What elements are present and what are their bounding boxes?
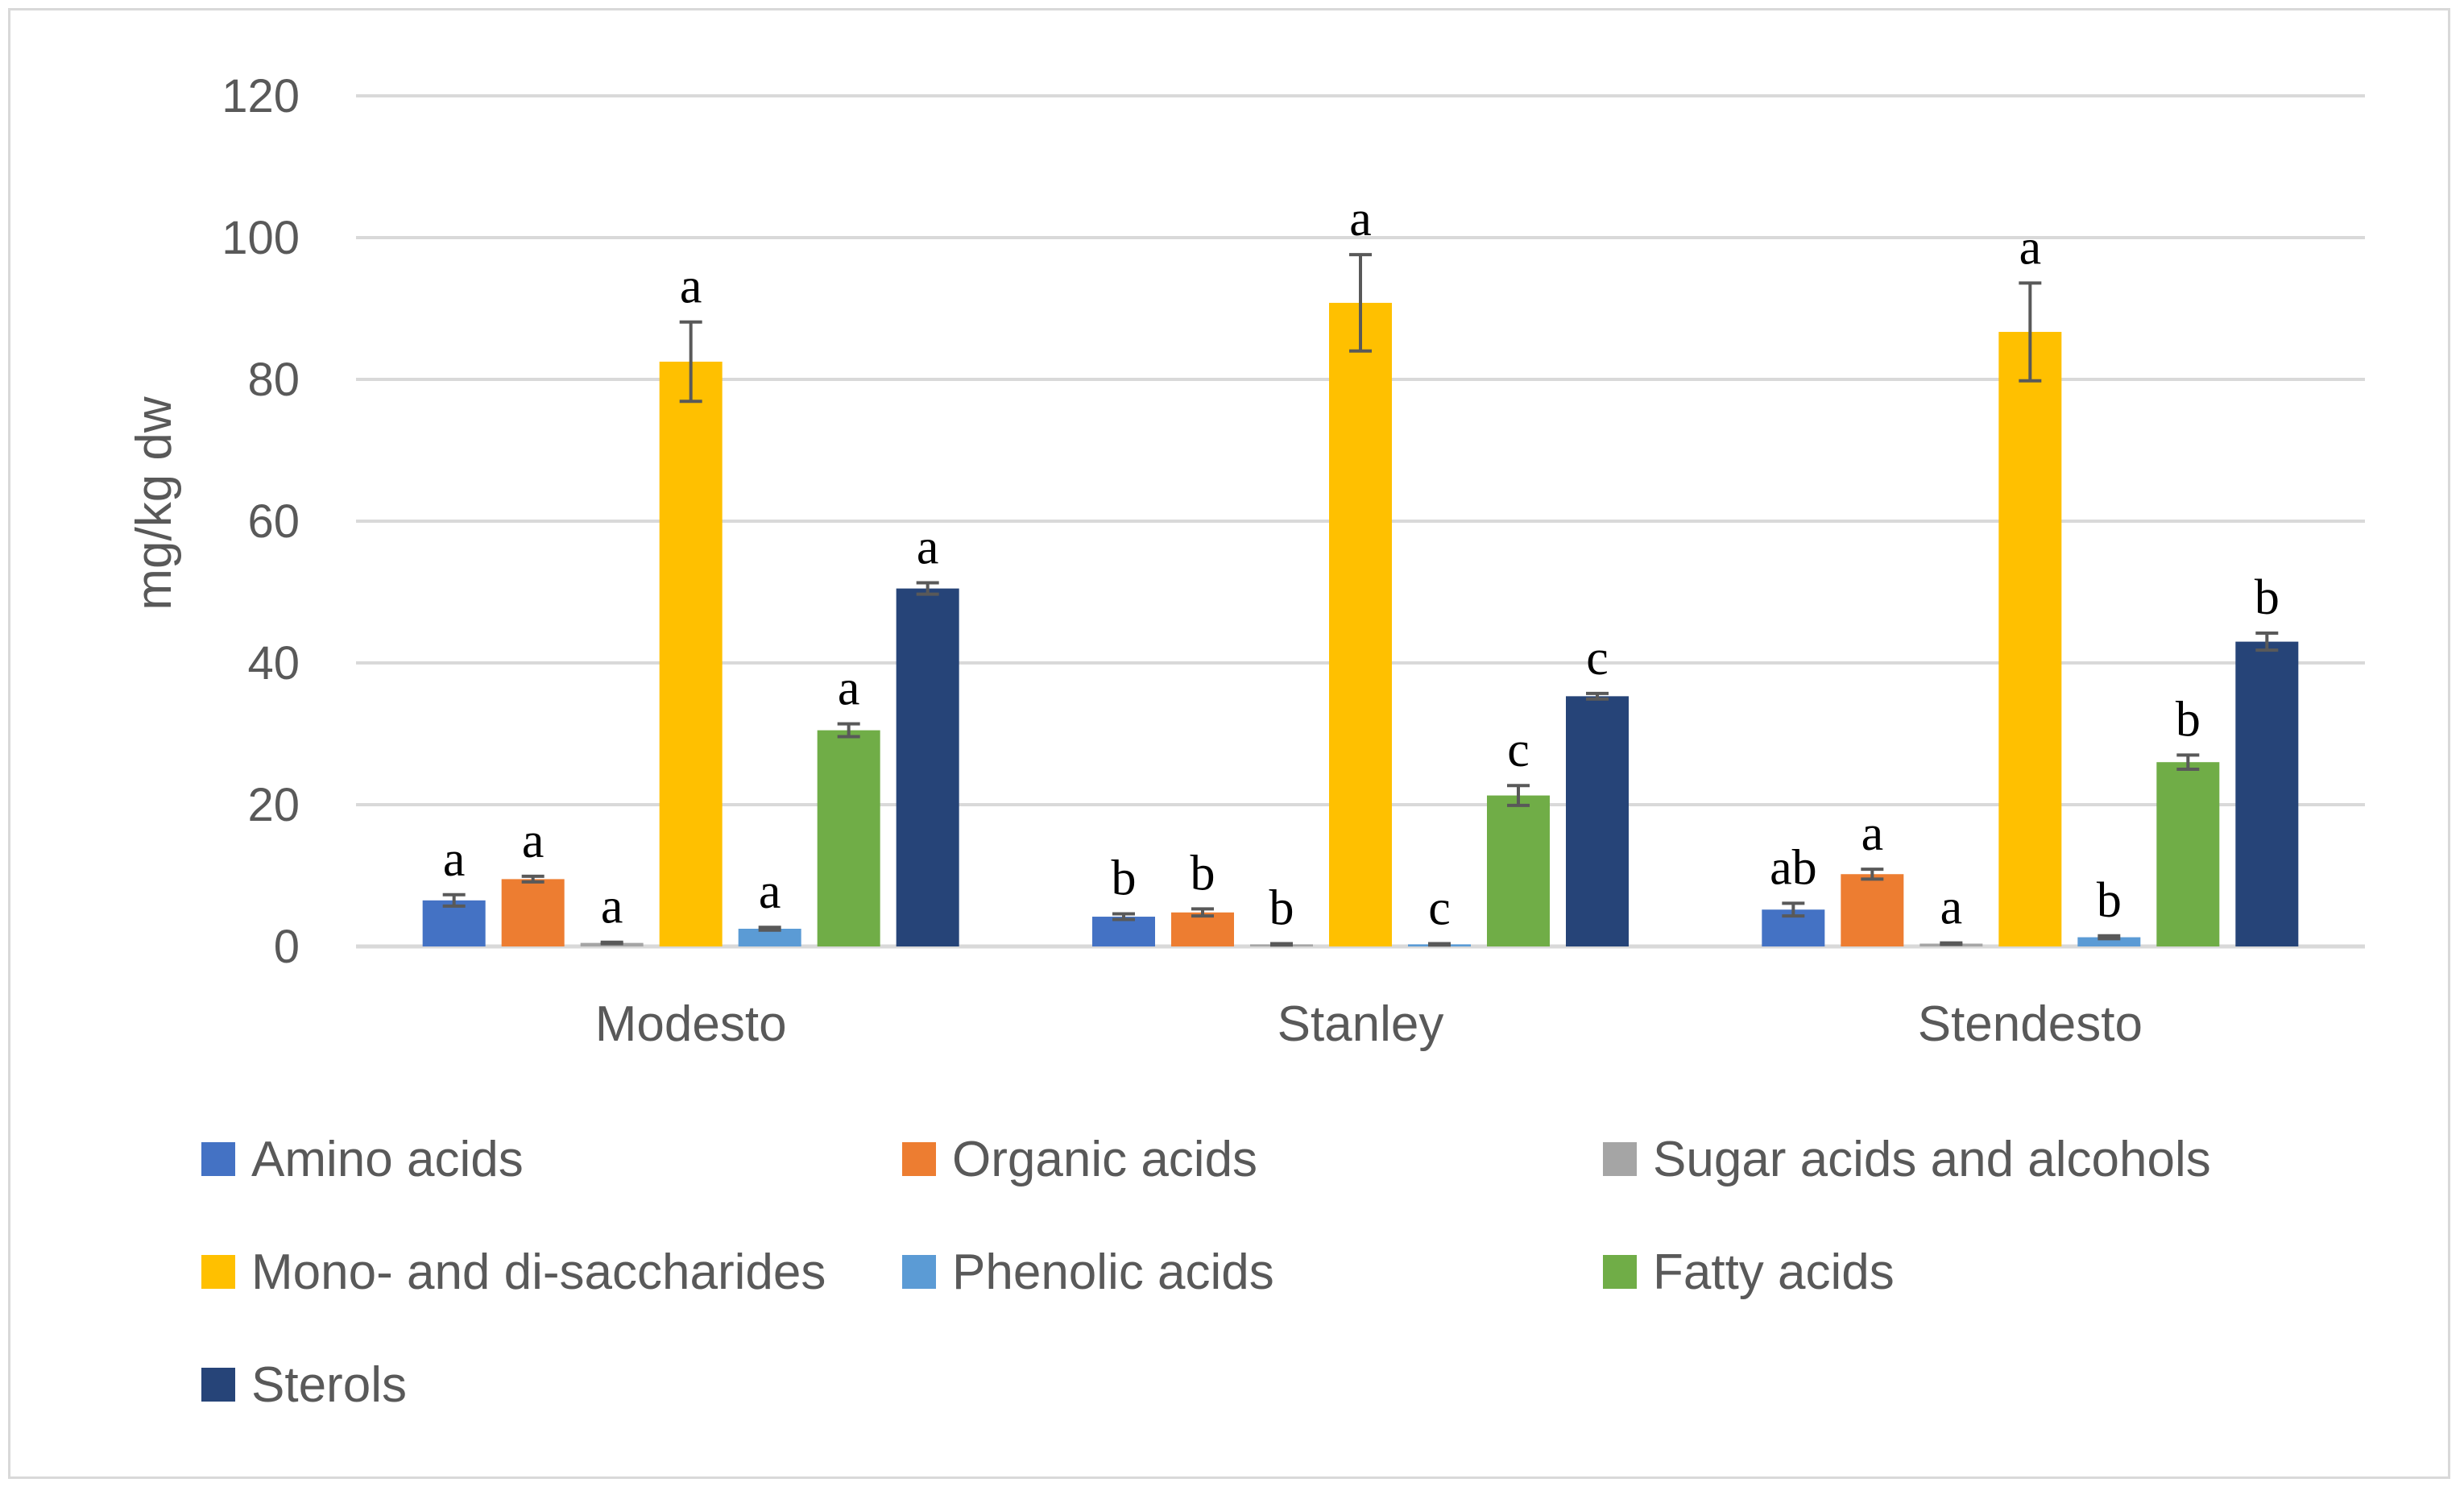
y-tick-label: 60 bbox=[247, 495, 300, 548]
error-bars bbox=[442, 253, 2279, 947]
bar-modesto-3 bbox=[659, 362, 723, 946]
error-bar bbox=[521, 874, 545, 884]
significance-label: b bbox=[1191, 846, 1215, 901]
y-tick-label: 0 bbox=[274, 921, 300, 973]
bar-stanley-3 bbox=[1329, 302, 1392, 947]
error-bar bbox=[679, 320, 702, 404]
error-bar bbox=[1270, 942, 1293, 947]
error-bar bbox=[1428, 942, 1451, 947]
error-bar bbox=[916, 581, 939, 596]
y-tick-label: 100 bbox=[222, 212, 300, 264]
bar-stendesto-1 bbox=[1841, 874, 1904, 946]
significance-label: a bbox=[917, 520, 939, 575]
legend-swatch bbox=[201, 1142, 235, 1176]
y-axis-title: mg/kg dw bbox=[126, 396, 182, 611]
bar-stanley-6 bbox=[1566, 696, 1629, 946]
error-bar bbox=[1861, 868, 1884, 881]
legend: Amino acids Organic acids Sugar acids and … bbox=[201, 1132, 2211, 1413]
y-axis-ticks: 0 20 40 60 80 100 120 bbox=[222, 70, 300, 973]
x-axis-categories: Modesto Stanley Stendesto bbox=[595, 996, 2143, 1052]
bar-stendesto-6 bbox=[2235, 641, 2299, 946]
y-tick-label: 120 bbox=[222, 70, 300, 122]
significance-label: a bbox=[759, 864, 781, 919]
bar-stendesto-4 bbox=[2077, 937, 2141, 946]
significance-label: a bbox=[1349, 192, 1372, 246]
legend-swatch bbox=[902, 1255, 936, 1289]
legend-label: Organic acids bbox=[952, 1132, 1257, 1187]
legend-item: Mono- and di-saccharides bbox=[201, 1244, 826, 1300]
bar-modesto-5 bbox=[817, 730, 880, 946]
error-bar bbox=[2098, 934, 2121, 941]
error-bar bbox=[2176, 753, 2200, 771]
legend-item: Fatty acids bbox=[1603, 1244, 1895, 1300]
legend-label: Mono- and di-saccharides bbox=[251, 1244, 826, 1300]
y-tick-label: 20 bbox=[247, 779, 300, 831]
legend-label: Fatty acids bbox=[1653, 1244, 1895, 1300]
bar-stanley-5 bbox=[1487, 795, 1550, 946]
significance-label: c bbox=[1586, 631, 1609, 685]
legend-label: Amino acids bbox=[251, 1132, 524, 1187]
legend-label: Sugar acids and alcohols bbox=[1653, 1132, 2211, 1187]
significance-label: a bbox=[2019, 220, 2042, 275]
bar-stendesto-3 bbox=[1998, 332, 2062, 946]
significance-label: a bbox=[522, 814, 545, 868]
x-category-label: Stendesto bbox=[1918, 996, 2143, 1052]
error-bar bbox=[1112, 912, 1135, 921]
significance-label: a bbox=[838, 661, 860, 716]
error-bar bbox=[2019, 281, 2042, 383]
significance-label: b bbox=[2097, 873, 2122, 928]
error-bar bbox=[442, 892, 466, 908]
bar-modesto-6 bbox=[896, 588, 959, 946]
error-bar bbox=[758, 926, 781, 932]
legend-swatch bbox=[902, 1142, 936, 1176]
bar-stendesto-5 bbox=[2156, 762, 2220, 946]
significance-label: a bbox=[1861, 806, 1884, 861]
error-bar bbox=[1940, 941, 1963, 946]
significance-label: b bbox=[1112, 851, 1137, 906]
legend-label: Sterols bbox=[251, 1357, 407, 1413]
legend-label: Phenolic acids bbox=[952, 1244, 1274, 1300]
significance-label: b bbox=[2176, 692, 2201, 747]
significance-label: a bbox=[443, 832, 466, 887]
bar-modesto-4 bbox=[738, 929, 801, 946]
error-bar bbox=[1191, 907, 1214, 918]
y-tick-label: 80 bbox=[247, 354, 300, 406]
legend-swatch bbox=[1603, 1255, 1637, 1289]
y-tick-label: 40 bbox=[247, 637, 300, 690]
significance-label: c bbox=[1428, 880, 1451, 935]
error-bar bbox=[1349, 253, 1372, 353]
legend-swatch bbox=[201, 1368, 235, 1402]
significance-label: ab bbox=[1770, 840, 1817, 895]
significance-label: a bbox=[680, 259, 702, 314]
x-category-label: Modesto bbox=[595, 996, 787, 1052]
bars bbox=[422, 302, 2299, 947]
x-category-label: Stanley bbox=[1278, 996, 1444, 1052]
significance-label: a bbox=[601, 880, 623, 934]
legend-item: Sugar acids and alcohols bbox=[1603, 1132, 2211, 1187]
significance-label: b bbox=[1269, 880, 1294, 935]
significance-label: b bbox=[2255, 570, 2280, 625]
significance-label: c bbox=[1507, 723, 1530, 777]
error-bar bbox=[600, 940, 623, 946]
error-bar bbox=[837, 722, 860, 739]
error-bar bbox=[1507, 784, 1530, 807]
bar-modesto-1 bbox=[501, 879, 565, 946]
legend-item: Organic acids bbox=[902, 1132, 1257, 1187]
bar-modesto-0 bbox=[422, 900, 486, 946]
legend-item: Sterols bbox=[201, 1357, 407, 1413]
legend-item: Phenolic acids bbox=[902, 1244, 1274, 1300]
error-bar bbox=[1586, 691, 1609, 701]
error-bar bbox=[2255, 632, 2279, 652]
bar-stanley-1 bbox=[1171, 912, 1234, 946]
legend-swatch bbox=[201, 1255, 235, 1289]
error-bar bbox=[1782, 901, 1805, 918]
legend-swatch bbox=[1603, 1142, 1637, 1176]
significance-label: a bbox=[1940, 880, 1963, 935]
bar-stanley-0 bbox=[1092, 917, 1155, 946]
legend-item: Amino acids bbox=[201, 1132, 524, 1187]
